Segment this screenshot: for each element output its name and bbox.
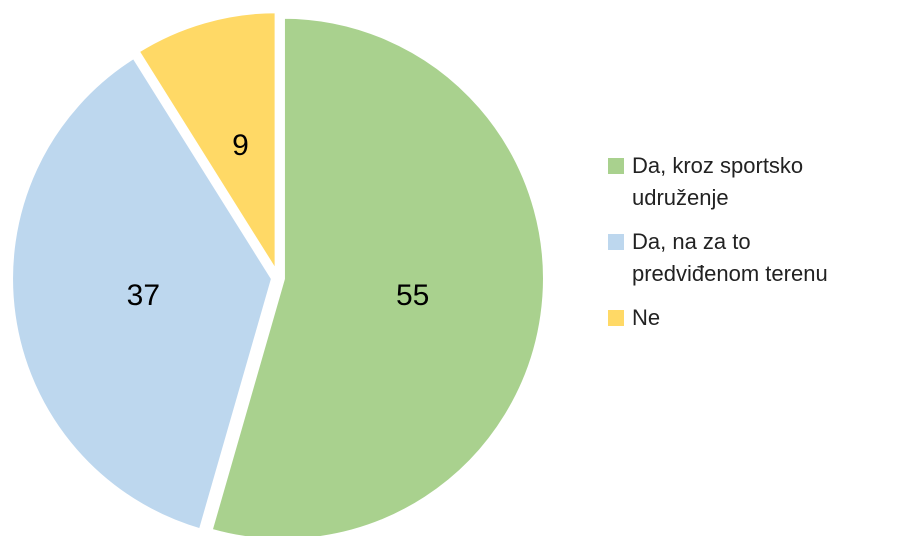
pie-slice <box>134 9 279 281</box>
pie-slice <box>9 53 276 533</box>
legend-item: Ne <box>608 302 898 334</box>
data-label: 55 <box>396 279 429 312</box>
pie-slice <box>208 14 547 536</box>
legend: Da, kroz sportsko udruženje Da, na za to … <box>608 150 898 346</box>
data-label: 9 <box>232 129 249 162</box>
legend-label: Ne <box>632 305 661 330</box>
legend-label: Da, kroz sportsko udruženje <box>632 153 804 210</box>
legend-item: Da, kroz sportsko udruženje <box>608 150 898 214</box>
legend-label: Da, na za to predviđenom terenu <box>632 229 828 286</box>
legend-swatch <box>608 234 624 250</box>
data-label: 37 <box>127 279 160 312</box>
legend-swatch <box>608 310 624 326</box>
legend-item: Da, na za to predviđenom terenu <box>608 226 898 290</box>
legend-swatch <box>608 158 624 174</box>
